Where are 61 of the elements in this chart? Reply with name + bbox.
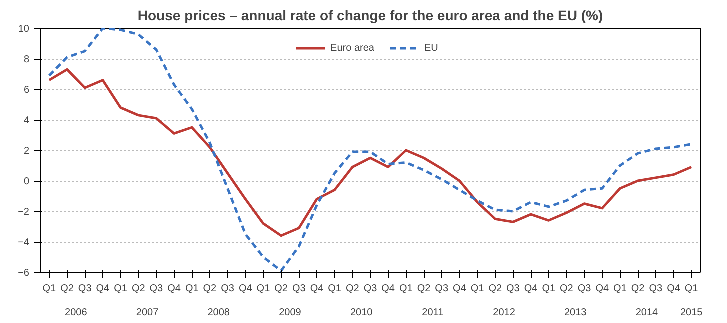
text: 2011 <box>422 308 444 318</box>
x-tick-label: Q3 <box>292 284 306 294</box>
x-tick-label: Q2 <box>560 284 574 294</box>
text: 2013 <box>564 308 588 318</box>
x-tick-label: Q2 <box>631 284 646 294</box>
x-tick-label: Q4 <box>453 284 467 294</box>
x-tick-label: Q3 <box>506 284 520 294</box>
x-tick-label: Q4 <box>310 284 324 294</box>
x-tick-label: Q4 <box>596 284 610 294</box>
x-tick-label: Q1 <box>256 284 271 294</box>
x-tick-label: Q4 <box>96 284 110 294</box>
text: 2008 <box>208 308 230 318</box>
x-tick-label: Q4 <box>168 284 182 294</box>
x-tick-label: Q3 <box>435 284 449 294</box>
text: 2015 <box>680 308 704 318</box>
y-tick-label: 10 <box>18 24 30 35</box>
y-tick-label: 0 <box>24 176 30 188</box>
x-tick-label: Q3 <box>221 284 235 294</box>
x-tick-label: Q1 <box>614 284 628 294</box>
text: 2007 <box>136 308 160 318</box>
x-tick-label: Q1 <box>684 284 699 294</box>
text: 2010 <box>350 308 374 318</box>
text: 2006 <box>65 308 88 318</box>
x-tick-label: Q4 <box>667 284 681 294</box>
x-tick-label: Q3 <box>578 284 592 294</box>
chart-title: House prices – annual rate of change for the euro area and the EU (%) <box>138 8 604 24</box>
x-tick-label: Q2 <box>346 284 360 294</box>
text: 2014 <box>636 308 659 318</box>
x-tick-label: Q4 <box>524 284 538 294</box>
text: 2009 <box>279 308 302 318</box>
x-tick-label: Q1 <box>114 284 128 294</box>
x-tick-label: Q4 <box>382 284 396 294</box>
x-tick-label: Q1 <box>328 284 342 294</box>
legend-label: Euro area <box>330 42 374 54</box>
y-tick-label: −2 <box>18 207 30 218</box>
line-series <box>48 28 693 272</box>
x-tick-label: Q1 <box>470 284 485 294</box>
x-tick-label: Q1 <box>542 284 556 294</box>
y-tick-label: −4 <box>18 238 30 248</box>
x-tick-label: Q3 <box>150 284 164 294</box>
x-tick-label: Q3 <box>649 284 664 294</box>
text: 2012 <box>493 308 516 318</box>
x-tick-label: Q4 <box>238 284 253 294</box>
x-tick-label: Q1 <box>42 284 57 294</box>
y-tick-label: 8 <box>24 54 30 66</box>
x-tick-label: Q2 <box>274 284 288 294</box>
x-tick-label: Q1 <box>185 284 200 294</box>
y-tick-label: −6 <box>18 268 30 279</box>
legend-label: EU <box>424 42 440 54</box>
x-tick-label: Q1 <box>400 284 414 294</box>
x-tick-label: Q2 <box>60 284 74 294</box>
x-tick-label: Q2 <box>488 284 502 294</box>
x-tick-label: Q3 <box>364 284 378 294</box>
x-tick-label: Q2 <box>203 284 218 294</box>
x-tick-label: Q3 <box>78 284 92 294</box>
y-tick-label: 2 <box>24 146 30 157</box>
y-tick-label: 4 <box>24 116 30 126</box>
x-tick-label: Q2 <box>417 284 432 294</box>
x-tick-label: Q2 <box>132 284 146 294</box>
line-series <box>48 68 693 238</box>
y-tick-label: 6 <box>24 85 30 96</box>
